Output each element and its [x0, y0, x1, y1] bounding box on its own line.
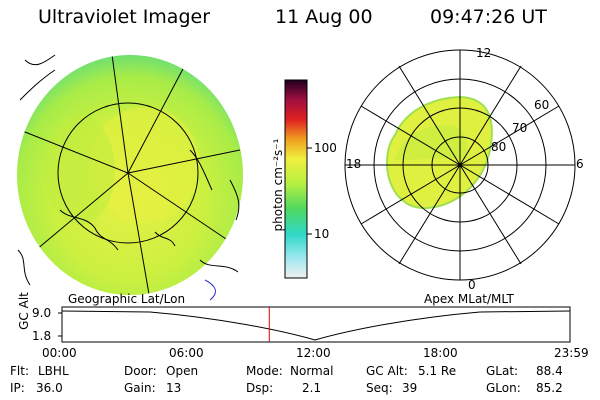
gc-alt-axis-label: GC Alt: [17, 292, 31, 330]
alt-tick-top: 9.0: [32, 306, 52, 320]
door-value: Open: [166, 364, 199, 378]
colorbar-gradient: [284, 79, 308, 279]
door-label: Door:: [124, 364, 157, 378]
mlt-label-0: 0: [468, 278, 476, 292]
coastline-outline: [17, 54, 240, 286]
colorbar-tick-10: 10: [314, 227, 330, 241]
seq-label: Seq:: [366, 381, 393, 395]
gain-label: Gain:: [124, 381, 156, 395]
gcalt-value: 5.1 Re: [418, 364, 457, 378]
lat-label-60: 60: [534, 98, 550, 112]
seq-value: 39: [402, 381, 418, 395]
x-tick-4: 23:59: [554, 346, 589, 360]
colorbar-tick-100: 100: [314, 141, 337, 155]
flt-label: Flt:: [10, 364, 29, 378]
alt-tick-bottom: 1.8: [32, 329, 52, 343]
glat-value: 88.4: [536, 364, 563, 378]
x-tick-1: 06:00: [169, 346, 204, 360]
gcalt-label: GC Alt:: [366, 364, 408, 378]
time-label: 09:47:26 UT: [430, 6, 547, 28]
ip-label: IP:: [10, 381, 25, 395]
apex-panel-label: Apex MLat/MLT: [424, 292, 514, 306]
mode-label: Mode:: [246, 364, 283, 378]
mode-value: Normal: [290, 364, 334, 378]
lat-label-80: 80: [491, 140, 507, 154]
instrument-title: Ultraviolet Imager: [38, 6, 211, 28]
date-label: 11 Aug 00: [275, 6, 373, 28]
mlt-label-12: 12: [476, 46, 492, 60]
x-tick-3: 18:00: [423, 346, 458, 360]
dsp-label: Dsp:: [246, 381, 274, 395]
x-tick-0: 00:00: [42, 346, 77, 360]
glat-label: GLat:: [486, 364, 519, 378]
gain-value: 13: [166, 381, 182, 395]
flt-value: LBHL: [38, 364, 69, 378]
glon-label: GLon:: [486, 381, 521, 395]
ip-value: 36.0: [36, 381, 63, 395]
geo-grid: [19, 55, 241, 295]
dsp-value: 2.1: [302, 381, 322, 395]
mlt-label-6: 6: [576, 157, 584, 171]
glon-value: 85.2: [536, 381, 563, 395]
altitude-curve: [61, 310, 571, 341]
mlt-label-18: 18: [346, 157, 362, 171]
geographic-panel-label: Geographic Lat/Lon: [68, 292, 186, 306]
x-tick-2: 12:00: [296, 346, 331, 360]
lat-label-70: 70: [512, 121, 528, 135]
